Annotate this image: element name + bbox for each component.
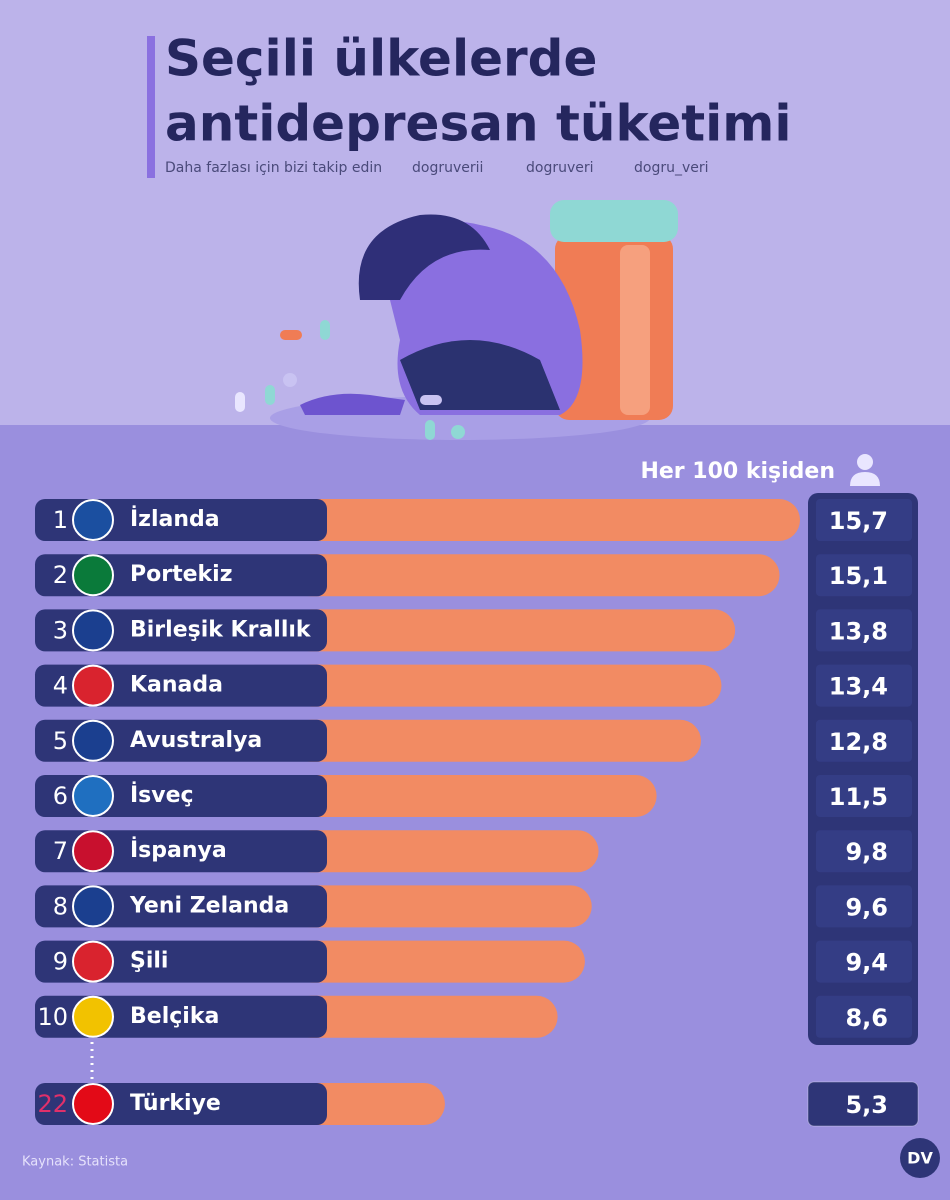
value-label: 11,5 [829, 783, 888, 811]
category-label: İzlanda [130, 506, 220, 532]
value-label: 9,8 [845, 838, 888, 866]
flag [72, 995, 114, 1038]
social-handle: dogruverii [412, 160, 483, 176]
flag [72, 775, 114, 817]
rank: 9 [53, 948, 68, 976]
bar [290, 609, 736, 652]
category-label: İsveç [130, 782, 194, 808]
value-cell [816, 885, 912, 928]
category-label: Birleşik Krallık [130, 617, 312, 642]
value-cell [816, 830, 912, 873]
bar [290, 554, 780, 597]
category-label: İspanya [130, 837, 227, 863]
rank: 3 [53, 616, 68, 644]
value-cell [816, 609, 912, 652]
rank: 1 [53, 506, 68, 534]
bar [290, 664, 722, 707]
flag [72, 664, 114, 707]
value-label: 15,1 [829, 562, 888, 590]
title-accent [147, 36, 155, 178]
value-label: 15,7 [829, 507, 888, 535]
value-label: 8,6 [845, 1004, 888, 1032]
rank: 8 [53, 892, 68, 920]
rank: 2 [53, 561, 68, 589]
illustration [235, 200, 678, 440]
subtitle: Daha fazlası için bizi takip edin [165, 160, 382, 176]
value-label: 12,8 [829, 728, 888, 756]
value-cell [816, 995, 912, 1038]
bar [290, 499, 800, 541]
flag [72, 1083, 114, 1125]
flag [72, 940, 114, 983]
category-label: Şili [130, 949, 168, 974]
value-cell [816, 940, 912, 983]
category-label: Portekiz [130, 562, 233, 587]
value-box [807, 1081, 919, 1127]
flag [72, 499, 114, 541]
category-label: Yeni Zelanda [129, 893, 289, 918]
category-label: Belçika [130, 1004, 219, 1029]
bar [290, 719, 701, 762]
value-cell [816, 554, 912, 597]
bar [290, 885, 592, 928]
logo: DV [907, 1149, 933, 1168]
value-cell [816, 719, 912, 762]
value-cell [816, 664, 912, 707]
rank: 10 [37, 1003, 68, 1031]
unit-label: Her 100 kişiden [640, 459, 835, 484]
source: Kaynak: Statista [22, 1155, 128, 1170]
social-handle: dogruveri [526, 160, 594, 176]
rank: 6 [53, 782, 68, 810]
bar [290, 775, 657, 817]
flag [72, 885, 114, 928]
value-cell [816, 775, 912, 817]
rank: 4 [53, 672, 68, 700]
value-label: 9,6 [845, 893, 888, 921]
rank: 5 [53, 727, 68, 755]
chart-title: antidepresan tüketimi [165, 95, 792, 153]
category-label: Kanada [130, 673, 223, 698]
rank: 7 [53, 837, 68, 865]
person-icon [850, 454, 880, 486]
category-label: Avustralya [130, 728, 262, 753]
flag [72, 719, 114, 762]
rank: 22 [37, 1090, 68, 1118]
bar [290, 940, 585, 983]
value-label: 5,3 [845, 1091, 888, 1119]
flag [72, 554, 114, 597]
bar [290, 995, 558, 1038]
category-label: Türkiye [130, 1091, 221, 1116]
bar [290, 1083, 445, 1125]
value-label: 9,4 [845, 949, 888, 977]
flag [72, 830, 114, 873]
social-handle: dogru_veri [634, 160, 709, 176]
value-cell [816, 499, 912, 541]
value-label: 13,4 [829, 673, 888, 701]
logo-badge [900, 1138, 940, 1178]
chart-title: Seçili ülkelerde [165, 30, 597, 88]
bar [290, 830, 599, 873]
value-label: 13,8 [829, 617, 888, 645]
flag [72, 609, 114, 652]
